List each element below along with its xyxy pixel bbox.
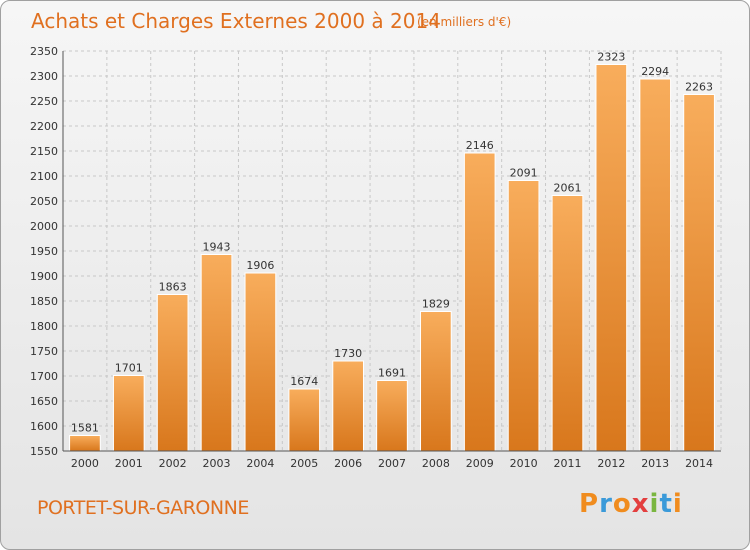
logo-letter: i — [672, 489, 683, 519]
data-label: 1943 — [203, 241, 231, 254]
bar-2010 — [507, 180, 540, 452]
data-label: 2146 — [466, 139, 494, 152]
y-tick-label: 1550 — [30, 445, 58, 458]
x-tick-label: 2014 — [685, 457, 713, 470]
data-label: 1581 — [71, 422, 99, 435]
logo-letter: r — [599, 489, 613, 519]
bars: 1581 1701 1863 1943 1906 1674 1730 1691 1829 2146… — [69, 51, 715, 452]
data-label: 1730 — [334, 347, 362, 360]
data-label: 2263 — [685, 81, 713, 94]
chart-unit: (en milliers d'€) — [417, 15, 512, 29]
y-tick-label: 1900 — [30, 270, 58, 283]
x-tick-label: 2009 — [466, 457, 494, 470]
bar-2007 — [376, 380, 408, 452]
x-tick-label: 2013 — [641, 457, 669, 470]
chart-title: Achats et Charges Externes 2000 à 2014 — [31, 9, 441, 33]
bar-2008 — [420, 311, 452, 452]
y-tick-label: 2350 — [30, 45, 58, 58]
x-tick-label: 2010 — [510, 457, 538, 470]
bar-2009 — [463, 152, 496, 452]
y-tick-label: 1950 — [30, 245, 58, 258]
logo-letter: P — [579, 489, 600, 519]
x-tick-label: 2007 — [378, 457, 406, 470]
bar-2000 — [69, 435, 101, 452]
data-label: 2323 — [597, 51, 625, 64]
bar-2004 — [244, 272, 277, 452]
data-label: 1701 — [115, 362, 143, 375]
x-tick-label: 2004 — [246, 457, 274, 470]
x-tick-label: 2001 — [115, 457, 143, 470]
city-name: PORTET-SUR-GARONNE — [37, 497, 249, 519]
bar-2001 — [112, 375, 145, 452]
data-label: 1691 — [378, 367, 406, 380]
y-tick-label: 2300 — [30, 70, 58, 83]
data-label: 1906 — [246, 259, 274, 272]
y-tick-label: 2000 — [30, 220, 58, 233]
y-tick-label: 1650 — [30, 395, 58, 408]
x-tick-label: 2002 — [159, 457, 187, 470]
bar-2013 — [639, 78, 672, 452]
y-tick-label: 2050 — [30, 195, 58, 208]
y-tick-label: 2150 — [30, 145, 58, 158]
logo-letter: o — [612, 489, 632, 519]
y-tick-label: 2200 — [30, 120, 58, 133]
y-tick-label: 1600 — [30, 420, 58, 433]
axes: 1550 1600 1650 1700 1750 1800 1850 1900 1950 2000… — [30, 45, 721, 470]
y-tick-label: 2100 — [30, 170, 58, 183]
data-label: 1863 — [159, 281, 187, 294]
x-tick-label: 2008 — [422, 457, 450, 470]
logo-letter: x — [631, 489, 650, 519]
x-tick-label: 2000 — [71, 457, 99, 470]
data-label: 2091 — [510, 167, 538, 180]
x-tick-label: 2005 — [290, 457, 318, 470]
bar-2006 — [332, 360, 364, 452]
data-label: 1829 — [422, 298, 450, 311]
x-tick-label: 2003 — [203, 457, 231, 470]
bar-2003 — [200, 254, 233, 452]
y-tick-label: 2250 — [30, 95, 58, 108]
bar-2005 — [288, 388, 321, 452]
logo-letter: t — [659, 489, 673, 519]
bar-2002 — [156, 294, 189, 452]
x-tick-label: 2006 — [334, 457, 362, 470]
y-tick-label: 1750 — [30, 345, 58, 358]
bar-2011 — [551, 195, 584, 452]
data-label: 2294 — [641, 65, 669, 78]
data-label: 2061 — [553, 182, 581, 195]
data-label: 1674 — [290, 375, 318, 388]
y-tick-label: 1800 — [30, 320, 58, 333]
y-tick-label: 1700 — [30, 370, 58, 383]
logo-letter: i — [649, 489, 660, 519]
proxiti-logo: Proxiti — [579, 489, 683, 519]
y-tick-label: 1850 — [30, 295, 58, 308]
x-tick-label: 2011 — [553, 457, 581, 470]
x-tick-label: 2012 — [597, 457, 625, 470]
bar-2014 — [683, 94, 715, 452]
bar-2012 — [595, 64, 628, 452]
